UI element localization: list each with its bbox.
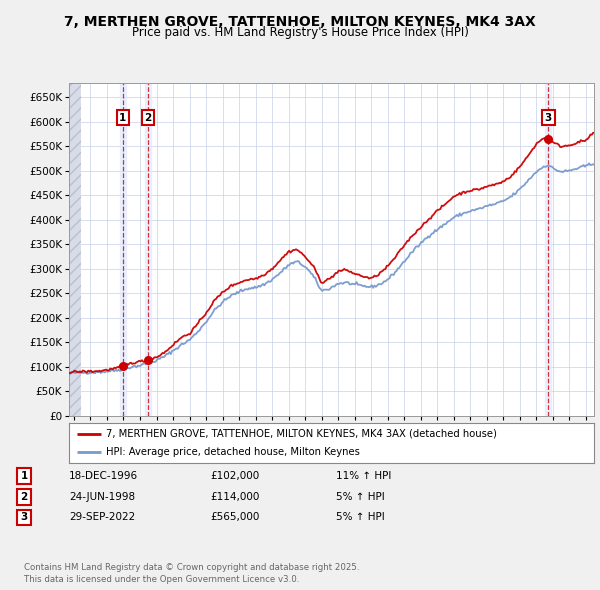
Text: Contains HM Land Registry data © Crown copyright and database right 2025.
This d: Contains HM Land Registry data © Crown c… bbox=[24, 563, 359, 584]
Text: 3: 3 bbox=[20, 513, 28, 522]
Text: 18-DEC-1996: 18-DEC-1996 bbox=[69, 471, 138, 481]
Text: 11% ↑ HPI: 11% ↑ HPI bbox=[336, 471, 391, 481]
Text: 3: 3 bbox=[545, 113, 552, 123]
Text: 7, MERTHEN GROVE, TATTENHOE, MILTON KEYNES, MK4 3AX (detached house): 7, MERTHEN GROVE, TATTENHOE, MILTON KEYN… bbox=[106, 429, 497, 439]
Text: 24-JUN-1998: 24-JUN-1998 bbox=[69, 492, 135, 502]
Text: 2: 2 bbox=[144, 113, 152, 123]
Text: 5% ↑ HPI: 5% ↑ HPI bbox=[336, 513, 385, 522]
Text: £565,000: £565,000 bbox=[210, 513, 259, 522]
Text: 5% ↑ HPI: 5% ↑ HPI bbox=[336, 492, 385, 502]
Text: 29-SEP-2022: 29-SEP-2022 bbox=[69, 513, 135, 522]
Text: £114,000: £114,000 bbox=[210, 492, 259, 502]
Bar bbox=[69, 83, 81, 416]
Text: 7, MERTHEN GROVE, TATTENHOE, MILTON KEYNES, MK4 3AX: 7, MERTHEN GROVE, TATTENHOE, MILTON KEYN… bbox=[64, 15, 536, 29]
Bar bbox=[120, 83, 126, 416]
Text: 1: 1 bbox=[20, 471, 28, 481]
Text: 1: 1 bbox=[119, 113, 127, 123]
Text: HPI: Average price, detached house, Milton Keynes: HPI: Average price, detached house, Milt… bbox=[106, 447, 359, 457]
Text: £102,000: £102,000 bbox=[210, 471, 259, 481]
Text: 2: 2 bbox=[20, 492, 28, 502]
Bar bbox=[145, 83, 151, 416]
Bar bbox=[545, 83, 551, 416]
Text: Price paid vs. HM Land Registry's House Price Index (HPI): Price paid vs. HM Land Registry's House … bbox=[131, 26, 469, 39]
